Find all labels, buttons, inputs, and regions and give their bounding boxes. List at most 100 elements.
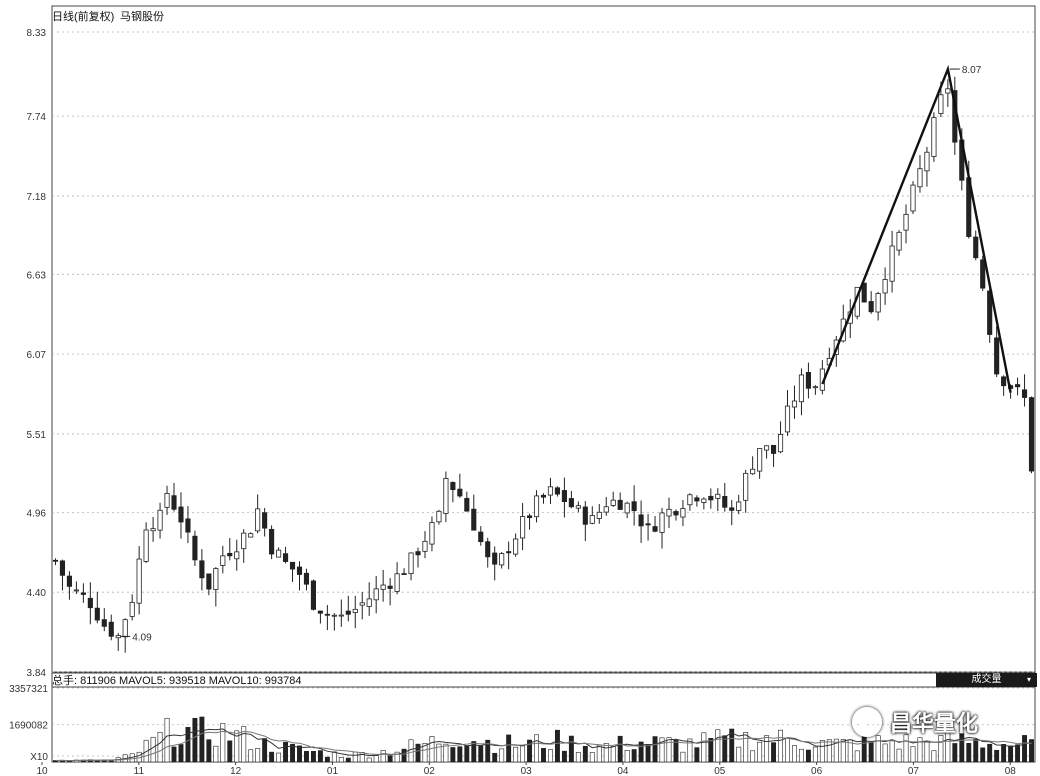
volume-bar bbox=[917, 737, 923, 763]
candle-body bbox=[115, 635, 121, 639]
volume-bar bbox=[143, 739, 149, 763]
candle-body bbox=[791, 400, 798, 408]
mavol10-line bbox=[55, 730, 1032, 762]
volume-bars bbox=[53, 716, 1034, 763]
candle-body bbox=[331, 614, 337, 617]
candle-body bbox=[736, 501, 742, 511]
volume-bar bbox=[283, 741, 289, 763]
x-tick-label: 03 bbox=[521, 766, 533, 776]
candle-body bbox=[903, 213, 909, 231]
candle-body bbox=[868, 301, 874, 313]
volume-bar bbox=[694, 747, 700, 763]
volume-bar bbox=[771, 742, 777, 763]
volume-bar bbox=[485, 739, 491, 763]
volume-bar bbox=[1001, 744, 1007, 763]
volume-indicator-dropdown[interactable]: 成交量 ▾ bbox=[936, 673, 1037, 687]
candle-body bbox=[310, 580, 316, 610]
volume-bar bbox=[952, 743, 958, 763]
candle-body bbox=[485, 541, 491, 558]
candle-body bbox=[269, 528, 275, 555]
candle-body bbox=[882, 279, 888, 294]
candle-body bbox=[659, 512, 665, 533]
volume-bar bbox=[973, 739, 979, 763]
candle-body bbox=[227, 552, 233, 557]
candle-body bbox=[282, 553, 289, 562]
candlestick-series bbox=[52, 76, 1035, 653]
volume-bar bbox=[380, 750, 386, 763]
volume-bar bbox=[359, 752, 365, 763]
candle-body bbox=[750, 468, 756, 475]
volume-bar bbox=[896, 748, 902, 763]
volume-bar bbox=[464, 745, 470, 763]
volume-bar bbox=[171, 746, 177, 763]
volume-bar bbox=[910, 746, 916, 763]
volume-bar bbox=[812, 746, 818, 763]
candle-body bbox=[276, 549, 282, 558]
volume-bar bbox=[527, 739, 533, 763]
x-tick-label: 06 bbox=[811, 766, 823, 776]
volume-bar bbox=[826, 739, 832, 763]
candle-body bbox=[645, 523, 651, 526]
volume-bar bbox=[297, 745, 302, 763]
candle-body bbox=[603, 506, 609, 513]
candle-body bbox=[805, 372, 811, 389]
volume-bar bbox=[331, 751, 337, 763]
wechat-icon bbox=[852, 707, 882, 737]
candle-body bbox=[303, 572, 310, 585]
volume-bar bbox=[422, 743, 428, 763]
volume-bar bbox=[310, 751, 316, 763]
volume-bar bbox=[673, 739, 679, 763]
candle-body bbox=[206, 573, 212, 590]
candle-body bbox=[784, 405, 791, 433]
candle-body bbox=[220, 555, 226, 566]
candle-body bbox=[687, 494, 693, 506]
price-annotations: 8.07 4.09 bbox=[120, 65, 982, 643]
price-tick-label: 4.40 bbox=[27, 588, 47, 599]
candle-body bbox=[757, 448, 763, 472]
volume-bar bbox=[854, 750, 860, 763]
candle-body bbox=[694, 497, 700, 502]
volume-bar bbox=[624, 750, 630, 763]
price-tick-label: 4.96 bbox=[27, 508, 47, 519]
volume-bar bbox=[478, 745, 484, 763]
volume-bar bbox=[645, 744, 651, 763]
volume-bar bbox=[903, 734, 909, 763]
price-tick-label: 6.07 bbox=[27, 350, 47, 361]
volume-bar bbox=[394, 751, 400, 763]
volume-bar bbox=[840, 739, 846, 763]
candle-body bbox=[199, 560, 205, 579]
volume-bar bbox=[269, 751, 275, 763]
price-annotation: 4.09 bbox=[132, 632, 152, 643]
candle-body bbox=[596, 511, 602, 519]
volume-bar bbox=[554, 729, 560, 763]
candle-body bbox=[722, 495, 728, 508]
candle-body bbox=[1015, 384, 1021, 388]
candle-body bbox=[798, 374, 805, 403]
candle-body bbox=[1001, 376, 1007, 387]
volume-bar bbox=[1008, 745, 1014, 763]
volume-bar bbox=[471, 741, 477, 763]
candle-body bbox=[450, 482, 456, 490]
mavol5-line bbox=[55, 728, 1032, 762]
volume-bar bbox=[492, 752, 498, 763]
candle-body bbox=[157, 509, 163, 531]
volume-bar bbox=[931, 750, 937, 763]
candle-body bbox=[533, 495, 540, 518]
volume-bar bbox=[185, 727, 191, 763]
candle-body bbox=[241, 532, 247, 550]
volume-bar bbox=[778, 729, 783, 763]
candle-body bbox=[917, 168, 923, 188]
candle-body bbox=[408, 552, 414, 575]
candle-body bbox=[429, 521, 435, 545]
candle-body bbox=[743, 472, 749, 501]
volume-bar bbox=[666, 737, 672, 763]
volume-bar bbox=[520, 745, 526, 763]
volume-bar bbox=[66, 760, 72, 763]
volume-bar bbox=[861, 735, 867, 763]
candle-body bbox=[394, 573, 400, 592]
candle-body bbox=[234, 551, 240, 560]
volume-bar bbox=[150, 736, 156, 763]
candle-body bbox=[526, 515, 533, 519]
volume-tick-label: 3357321 bbox=[9, 684, 48, 695]
candle-body bbox=[359, 602, 365, 606]
